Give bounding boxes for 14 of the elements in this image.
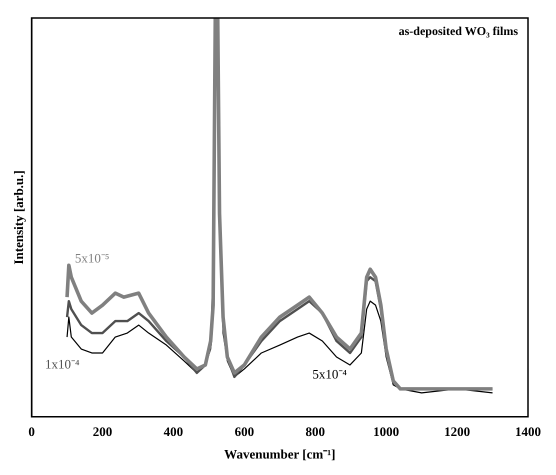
series-label: 5x10⁻⁴ [312, 366, 348, 382]
x-tick-label: 800 [306, 424, 326, 439]
y-axis-title: Intensity [arb.u.] [11, 170, 26, 265]
x-tick-label: 400 [164, 424, 184, 439]
x-tick-label: 1400 [515, 424, 541, 439]
x-tick-label: 200 [92, 424, 112, 439]
x-axis-title: Wavenumber [cm⁻¹] [224, 446, 336, 462]
series-label: 5x10⁻⁵ [74, 250, 110, 266]
text: 1x10⁻⁴ [45, 356, 80, 372]
x-tick-label: 1000 [373, 424, 400, 439]
x-tick-label: 600 [234, 424, 254, 439]
x-tick-label: 1200 [444, 424, 470, 439]
x-tick-label: 0 [28, 424, 35, 439]
annotation: as-deposited WO₃ films [398, 24, 518, 38]
